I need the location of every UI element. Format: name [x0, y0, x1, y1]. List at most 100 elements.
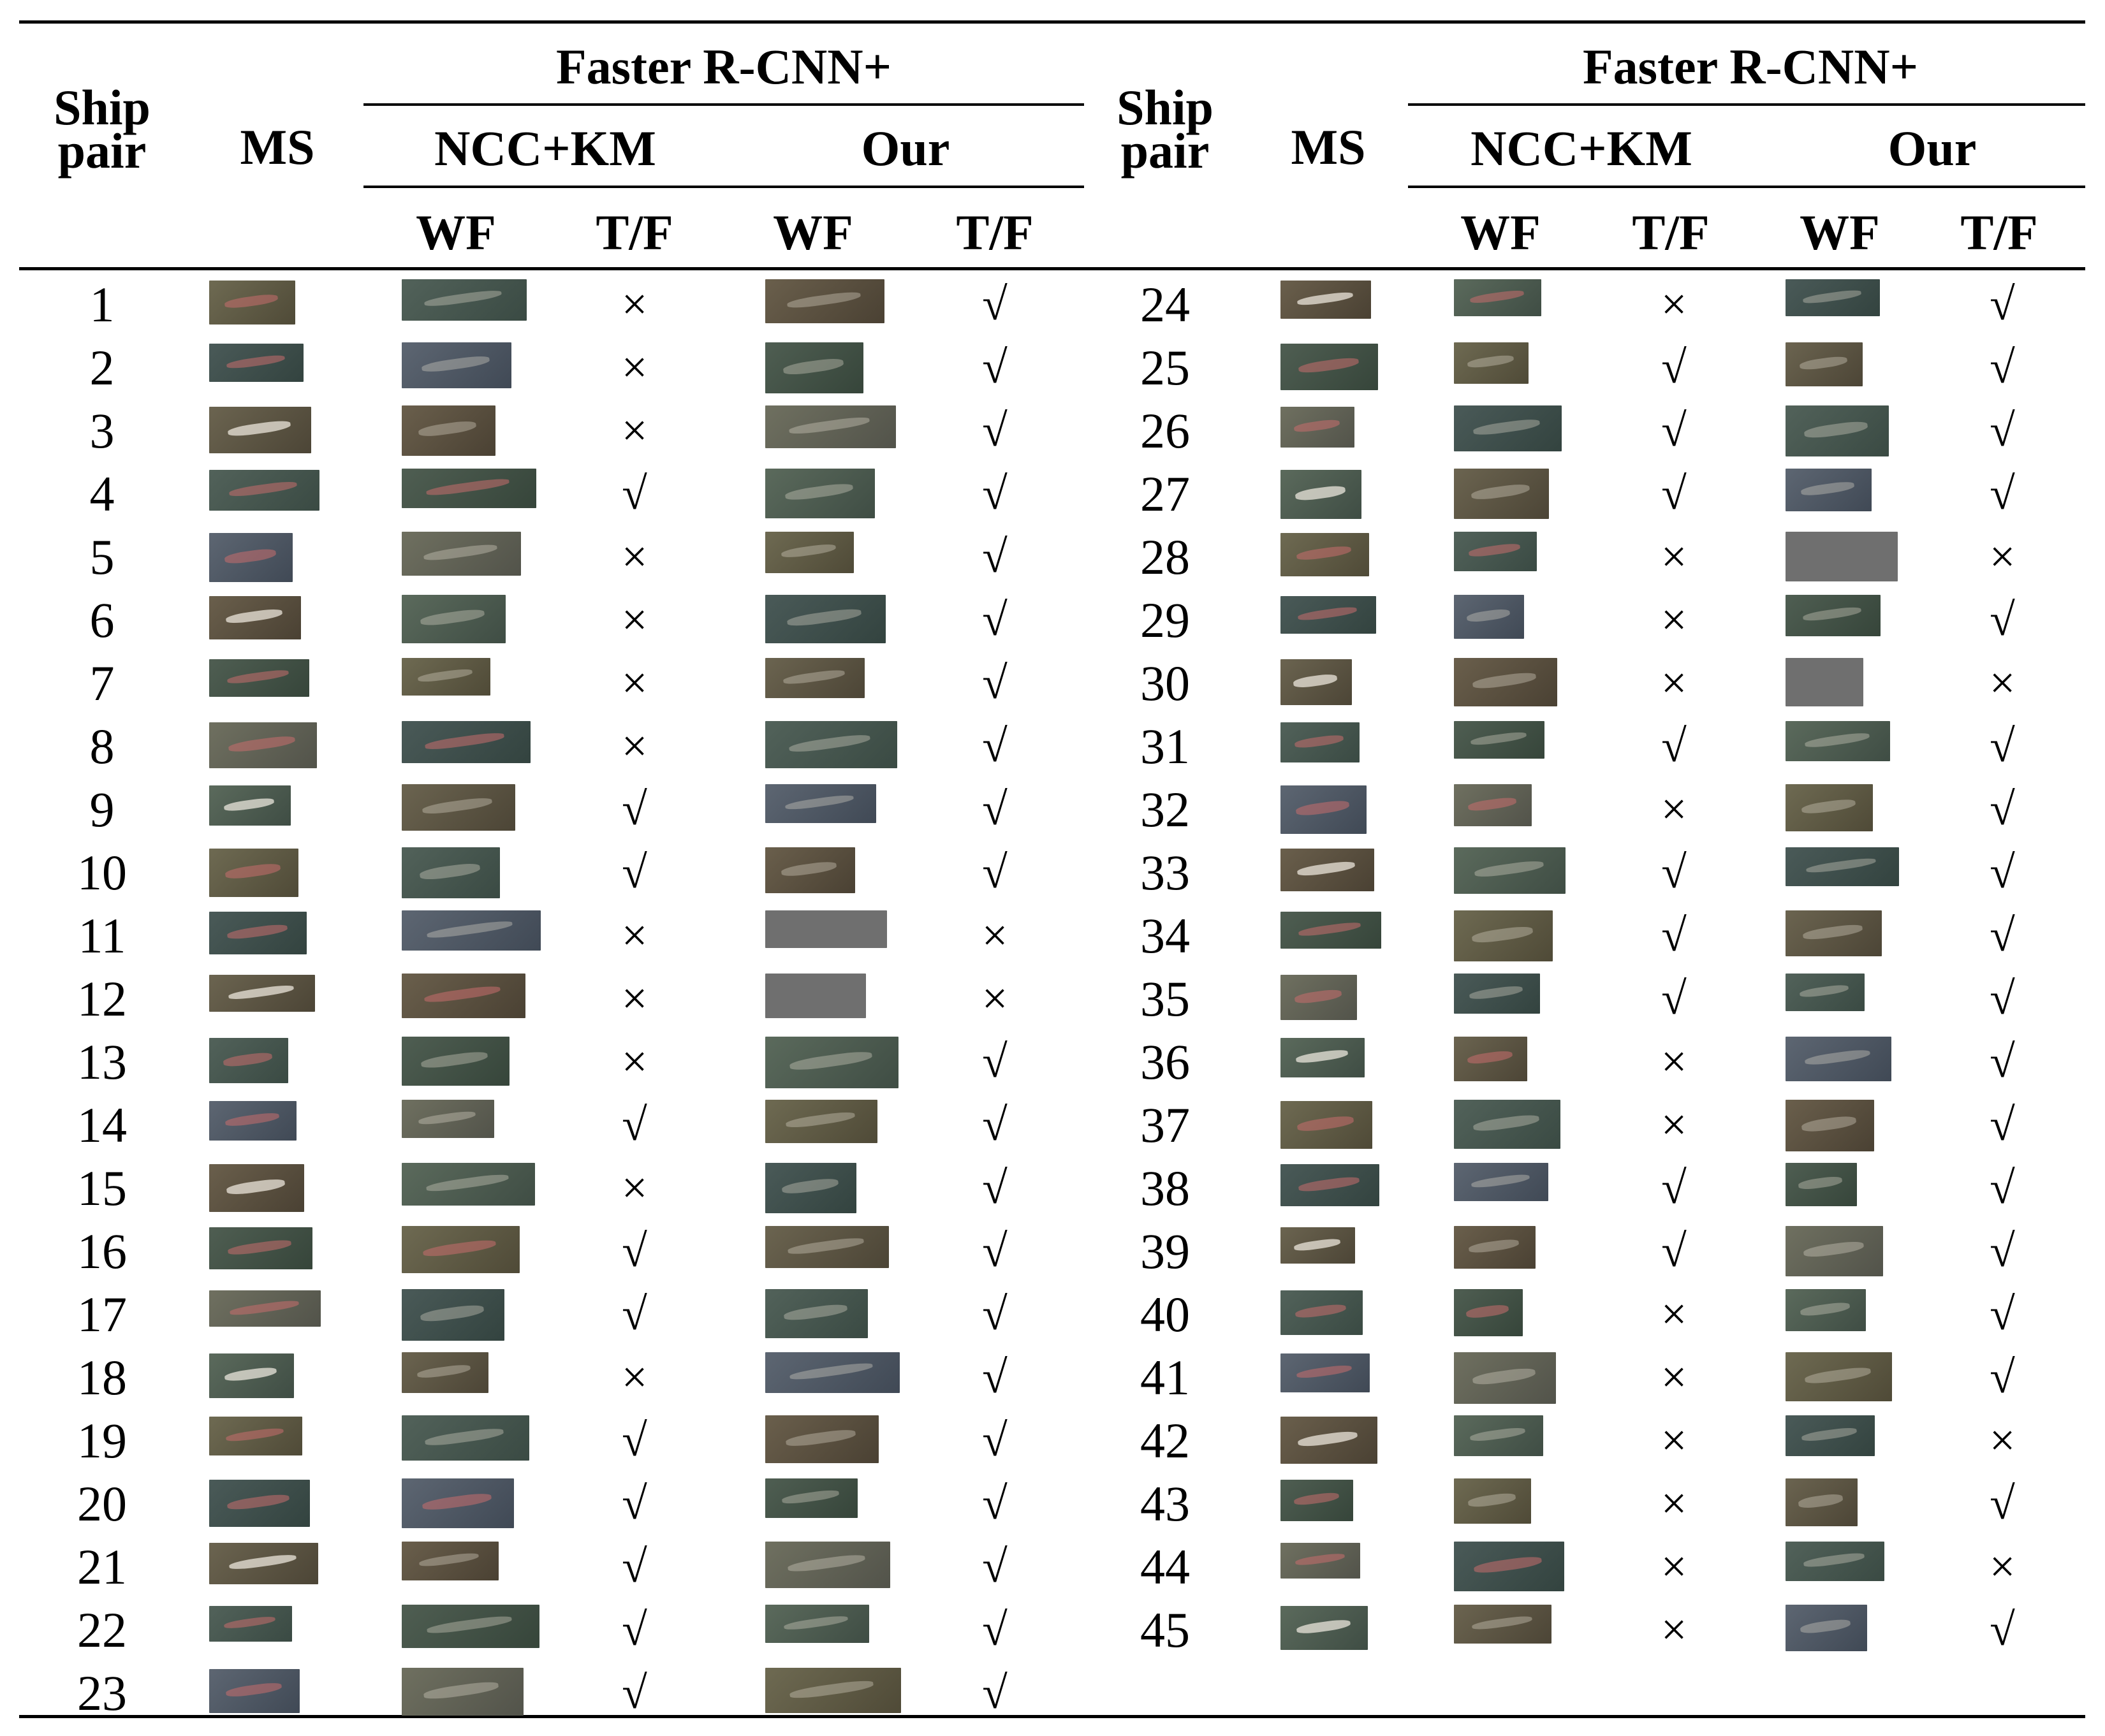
header-wf-b-left: WF — [773, 205, 853, 260]
ship-streak — [781, 859, 838, 878]
ms-thumbnail — [209, 1101, 297, 1141]
ship-pair-number: 26 — [1140, 403, 1190, 458]
ship-streak — [228, 734, 296, 754]
ship-streak — [1804, 731, 1870, 749]
header-method-b-right: Our — [1888, 120, 1977, 176]
ship-streak — [1293, 1237, 1341, 1252]
our-wf-thumbnail — [765, 658, 865, 698]
ship-streak — [1296, 544, 1352, 562]
ms-thumbnail — [209, 1164, 304, 1212]
header-ship-pair-text: Ship pair — [1117, 80, 1214, 179]
ship-pair-number: 34 — [1140, 908, 1190, 963]
ms-thumbnail — [1280, 1480, 1353, 1521]
ms-thumbnail — [1280, 1353, 1370, 1392]
our-tf-mark: √ — [982, 1352, 1008, 1403]
our-wf-thumbnail — [1786, 1037, 1891, 1081]
ship-streak — [1297, 1429, 1359, 1448]
ms-thumbnail — [209, 849, 298, 897]
ncc-km-wf-thumbnail — [1454, 1352, 1556, 1404]
ncc-km-wf-thumbnail — [402, 910, 541, 951]
header-group-left: Faster R-CNN+ — [555, 39, 892, 94]
our-wf-thumbnail — [765, 1542, 890, 1588]
ship-pair-number: 28 — [1140, 529, 1190, 585]
ship-streak — [422, 1237, 497, 1258]
our-wf-thumbnail — [765, 1289, 868, 1338]
ms-thumbnail — [209, 785, 291, 826]
ncc-km-wf-thumbnail — [1454, 721, 1544, 759]
ship-streak — [1297, 605, 1358, 622]
our-wf-thumbnail — [1786, 784, 1873, 831]
our-wf-thumbnail — [765, 1352, 900, 1393]
ship-streak — [426, 1614, 513, 1636]
ship-streak — [1298, 1175, 1360, 1193]
ms-thumbnail — [1280, 785, 1367, 834]
our-tf-mark: √ — [1990, 342, 2015, 393]
ship-pair-number: 7 — [89, 655, 115, 711]
ncc-km-wf-thumbnail — [1454, 1037, 1527, 1081]
ncc-km-wf-thumbnail — [1454, 1163, 1548, 1201]
ship-streak — [426, 919, 513, 940]
ship-streak — [1294, 733, 1344, 749]
ncc-km-tf-mark: × — [1661, 279, 1687, 330]
ncc-km-wf-thumbnail — [1454, 784, 1532, 826]
our-tf-mark: √ — [982, 342, 1008, 393]
ship-streak — [1296, 859, 1356, 878]
our-tf-mark: √ — [982, 1415, 1008, 1466]
ship-pair-number: 16 — [77, 1223, 127, 1279]
ncc-km-tf-mark: √ — [622, 1541, 647, 1592]
header-method-a-right: NCC+KM — [1471, 120, 1692, 176]
our-tf-mark: √ — [982, 1478, 1008, 1529]
our-wf-thumbnail — [765, 1100, 877, 1143]
ms-thumbnail — [209, 596, 301, 639]
our-tf-mark: √ — [982, 657, 1008, 708]
ms-thumbnail — [209, 1353, 294, 1398]
ncc-km-wf-thumbnail — [402, 1352, 488, 1393]
ms-thumbnail — [209, 344, 304, 382]
our-tf-mark: √ — [982, 847, 1008, 898]
our-wf-thumbnail — [1786, 532, 1898, 581]
ship-streak — [783, 1614, 849, 1631]
ship-streak — [1296, 1363, 1353, 1380]
ship-streak — [1804, 1048, 1871, 1067]
ms-thumbnail — [1280, 1606, 1368, 1650]
ncc-km-wf-thumbnail — [402, 847, 500, 898]
ms-thumbnail — [209, 1480, 310, 1527]
ncc-km-tf-mark: √ — [1661, 1162, 1687, 1213]
our-wf-thumbnail — [1786, 847, 1899, 886]
ship-streak — [1293, 418, 1340, 434]
ship-streak — [422, 1491, 492, 1512]
our-tf-mark: √ — [1990, 1099, 2015, 1150]
ship-streak — [788, 732, 872, 754]
ncc-km-wf-thumbnail — [402, 658, 490, 696]
our-tf-mark: √ — [1990, 720, 2015, 771]
our-tf-mark: √ — [1990, 1478, 2015, 1529]
our-tf-mark: √ — [982, 1667, 1008, 1718]
ship-pair-number: 25 — [1140, 340, 1190, 395]
header-wf-a-right: WF — [1460, 205, 1541, 260]
our-tf-mark: √ — [1990, 279, 2015, 330]
ship-streak — [1296, 290, 1354, 307]
our-wf-thumbnail — [1786, 595, 1881, 636]
ms-thumbnail — [209, 722, 317, 768]
our-tf-mark: √ — [982, 1541, 1008, 1592]
ship-streak — [226, 668, 290, 685]
ncc-km-wf-thumbnail — [402, 784, 515, 831]
our-tf-mark: √ — [1990, 1352, 2015, 1403]
our-tf-mark: √ — [982, 405, 1008, 456]
ship-pair-number: 43 — [1140, 1476, 1190, 1531]
our-tf-mark: × — [1989, 1415, 2016, 1466]
header-tf-b-right: T/F — [1960, 205, 2038, 260]
ship-streak — [420, 608, 486, 628]
ms-thumbnail — [209, 1543, 318, 1584]
ms-thumbnail — [209, 533, 293, 582]
ship-streak — [1295, 1302, 1347, 1320]
ncc-km-wf-thumbnail — [402, 1668, 524, 1716]
ship-streak — [224, 1366, 278, 1383]
group-rule-left — [363, 103, 1084, 106]
ms-thumbnail — [1280, 849, 1374, 891]
ship-streak — [784, 481, 854, 502]
ship-streak — [228, 479, 298, 499]
our-tf-mark: √ — [982, 594, 1008, 645]
ncc-km-wf-thumbnail — [1454, 595, 1524, 639]
ship-streak — [1799, 354, 1848, 372]
